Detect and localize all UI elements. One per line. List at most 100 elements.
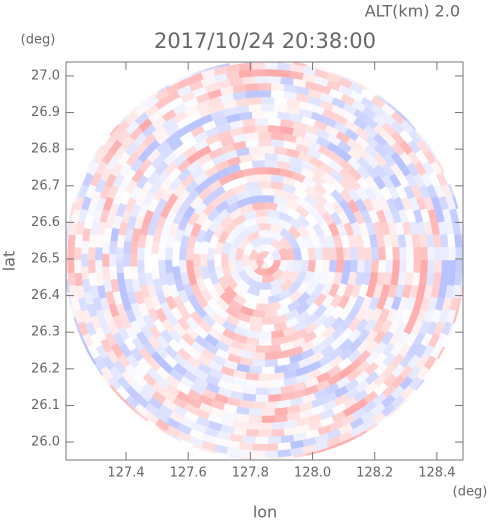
radar-cell [392,259,401,274]
radar-cell [267,344,282,354]
radar-cell [185,259,195,274]
radar-cell [261,415,275,424]
radar-cell [349,259,359,274]
radar-cell [255,208,269,218]
radar-cell [264,152,279,161]
radar-cell [254,124,269,133]
radar-cell [427,246,436,261]
radar-cell [255,436,269,445]
radar-cell [371,246,380,261]
radar-cell [261,366,276,375]
radar-cell [261,324,275,333]
radar-cell [248,365,263,375]
plot-frame [65,61,464,461]
y-tick-label: 26.4 [31,288,60,303]
radar-cell [66,246,75,261]
radar-cell [129,253,138,267]
radar-cell [258,89,272,98]
radar-cell [258,180,272,189]
radar-cell [264,450,279,459]
radar-cell [251,359,266,368]
radar-cell [364,259,373,274]
radar-cell [371,259,380,274]
radar-cell [245,379,260,389]
radar-cell [270,379,285,389]
radar-cell [267,166,282,176]
radar-cell [258,222,272,231]
radar-field [66,62,463,460]
radar-cell [101,265,111,280]
altitude: ALT(km) 2.0 [365,2,460,21]
radar-cell [255,166,269,175]
radar-cell [261,187,275,196]
x-tick-label: 127.6 [170,466,207,481]
radar-cell [261,408,276,417]
y-tick-label: 26.1 [31,398,60,413]
radar-cell [251,351,266,361]
radar-cell [129,240,139,255]
radar-cell [378,246,387,261]
radar-cell [261,194,276,203]
radar-cell [342,259,352,274]
radar-cell [258,422,272,431]
radar-cell [356,259,366,274]
radar-cell [264,159,279,169]
radar-cell [261,103,276,112]
radar-cell [420,259,429,274]
x-tick-label: 128.2 [356,466,393,481]
radar-cell [267,393,282,403]
radar-cell [254,295,269,305]
radar-cell [251,68,266,77]
radar-cell [185,246,195,261]
radar-cell [122,265,132,280]
radar-cell [277,449,292,458]
radar-cell [268,457,282,460]
radar-cell [67,272,76,287]
radar-cell [255,345,269,354]
radar-cell [164,246,174,261]
radar-cell [264,110,279,119]
radar-cell [413,246,422,261]
radar-cell [356,246,366,261]
y-tick-label: 26.3 [31,325,60,340]
y-axis-label: lat [0,251,19,272]
radar-cell [164,259,174,274]
radar-cell [255,394,269,403]
radar-cell [251,443,266,452]
radar-cell [413,259,422,274]
x-axis-label: lon [253,503,277,521]
radar-cell [448,246,457,261]
radar-cell [245,89,260,99]
radar-cell [171,253,180,267]
radar-cell [258,82,272,91]
radar-cell [270,428,285,438]
radar-cell [80,253,89,267]
radar-cell [335,246,345,261]
radar-cell [399,246,408,261]
radar-cell [270,421,285,431]
radar-cell [342,246,352,261]
radar-cell [258,429,272,438]
radar-cell [251,401,266,410]
y-tick-label: 26.6 [31,215,60,230]
radar-cell [213,253,222,267]
radar-cell [192,253,201,267]
radar-cell [248,414,263,424]
radar-cell [399,259,408,274]
y-tick-label: 26.9 [31,105,60,120]
radar-cell [264,359,279,368]
radar-cell [328,259,338,274]
radar-cell [448,259,457,274]
radar-cell [80,240,90,255]
radar-cell [254,215,269,225]
radar-cell [248,103,263,113]
radar-cell [258,173,272,182]
radar-cell [261,145,276,154]
x-tick-label: 127.8 [232,466,269,481]
radar-cell [406,259,415,274]
radar-cell [108,240,118,255]
radar-cell [73,259,82,274]
y-unit: (deg) [21,33,56,48]
radar-cell [455,259,463,274]
radar-cell [258,131,272,140]
